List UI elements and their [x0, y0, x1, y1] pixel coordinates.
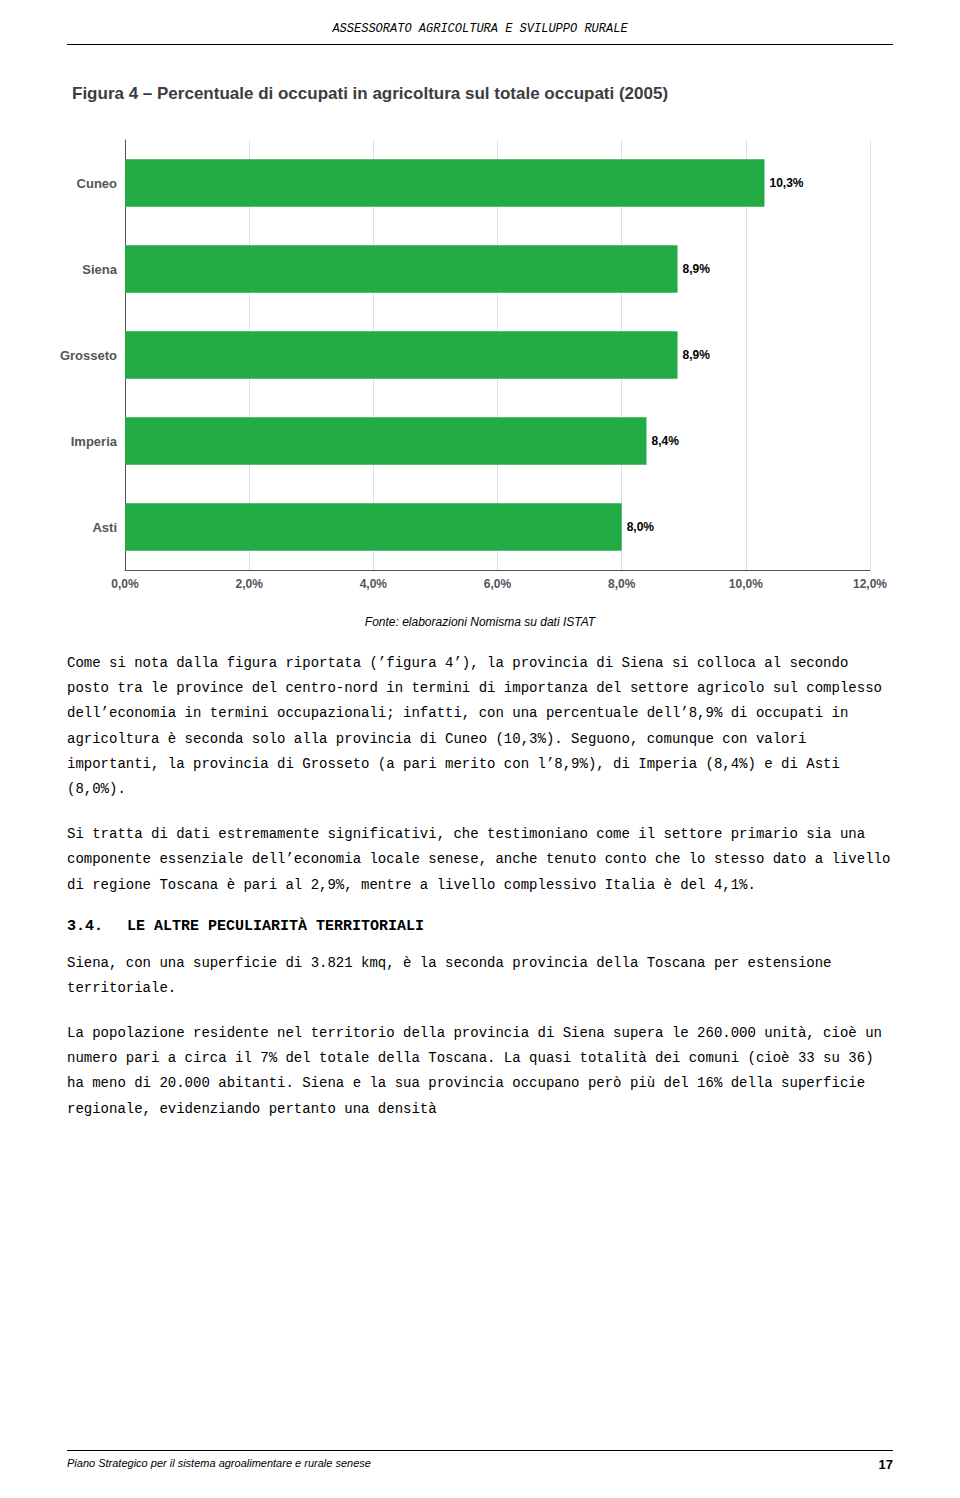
- svg-text:10,3%: 10,3%: [769, 176, 803, 190]
- svg-text:6,0%: 6,0%: [484, 577, 512, 591]
- svg-text:2,0%: 2,0%: [235, 577, 263, 591]
- html-text:Fonte: elaborazioni Nomisma su: Fonte: elaborazioni Nomisma su dati ISTA…: [364, 615, 596, 629]
- html-text:3.4. LE ALTRE PECULIARITÀ TERR: 3.4. LE ALTRE PECULIARITÀ TERRITORIALI: [67, 917, 425, 935]
- svg-text:Imperia: Imperia: [71, 434, 118, 449]
- svg-text:12,0%: 12,0%: [853, 577, 887, 591]
- html-text:Piano Strategico per il sistem: Piano Strategico per il sistema agroalim…: [67, 1457, 371, 1469]
- svg-text:10,0%: 10,0%: [729, 577, 763, 591]
- svg-text:Siena: Siena: [82, 262, 117, 277]
- svg-text:8,9%: 8,9%: [683, 262, 711, 276]
- html-text:Si tratta di dati estremamente: Si tratta di dati estremamente significa…: [67, 826, 891, 893]
- html-text:ASSESSORATO AGRICOLTURA E SVIL: ASSESSORATO AGRICOLTURA E SVILUPPO RURAL…: [332, 22, 628, 36]
- svg-text:8,0%: 8,0%: [608, 577, 636, 591]
- svg-text:Asti: Asti: [92, 520, 117, 535]
- html-text:Come si nota dalla figura ripo: Come si nota dalla figura riportata (’fi…: [67, 655, 882, 797]
- svg-text:Grosseto: Grosseto: [60, 348, 117, 363]
- svg-text:8,9%: 8,9%: [683, 348, 711, 362]
- svg-text:8,4%: 8,4%: [652, 434, 680, 448]
- html-text:La popolazione residente nel t: La popolazione residente nel territorio …: [67, 1025, 882, 1117]
- svg-text:Figura 4 – Percentuale di occu: Figura 4 – Percentuale di occupati in ag…: [72, 84, 668, 103]
- svg-text:Cuneo: Cuneo: [77, 176, 118, 191]
- svg-text:8,0%: 8,0%: [627, 520, 655, 534]
- svg-text:4,0%: 4,0%: [360, 577, 388, 591]
- html-text:Siena, con una superficie di 3: Siena, con una superficie di 3.821 kmq, …: [67, 954, 832, 996]
- svg-text:0,0%: 0,0%: [111, 577, 139, 591]
- html-text:17: 17: [878, 1457, 893, 1472]
